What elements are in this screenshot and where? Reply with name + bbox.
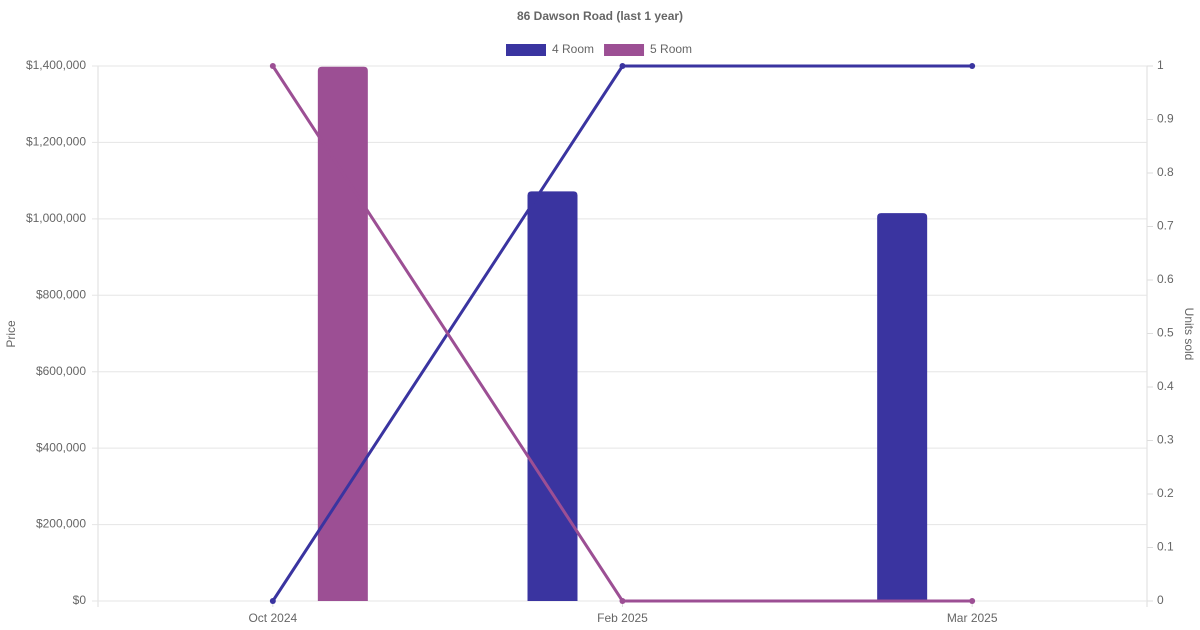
y-tick-label: $1,400,000 [26,58,86,72]
bar [317,66,368,601]
legend-swatch [604,44,645,56]
line [271,64,973,602]
y-tick-label: $0 [73,593,87,607]
y-tick-label: $1,200,000 [26,135,86,149]
y2-tick-label: 0.6 [1157,272,1174,286]
y-tick-label: $600,000 [36,364,86,378]
point [269,598,276,604]
legend-label: 4 Room [552,42,594,56]
y2-tick-label: 0.3 [1157,433,1174,447]
legend-swatch [506,44,546,56]
legend-label: 5 Room [650,42,692,56]
point [969,598,976,604]
y2-tick-label: 0 [1157,593,1164,607]
y-axis-title: Price [4,320,18,348]
x-tick-label: Mar 2025 [947,611,998,625]
y2-tick-label: 1 [1157,58,1164,72]
y2-tick-label: 0.4 [1157,379,1174,393]
y-tick-label: $800,000 [36,287,86,301]
y2-tick-label: 0.7 [1157,219,1174,233]
point [619,598,626,604]
y-tick-label: $1,000,000 [26,211,86,225]
bar [877,213,928,601]
y-tick-label: $200,000 [36,517,86,531]
y-tick-label: $400,000 [36,440,86,454]
chart-title: 86 Dawson Road (last 1 year) [517,9,683,23]
x-tick-label: Oct 2024 [248,611,297,625]
y2-tick-label: 0.5 [1157,326,1174,340]
y2-axis-title: Units sold [1182,308,1196,361]
line [271,65,973,603]
x-tick-label: Feb 2025 [597,611,648,625]
point [619,63,626,69]
point [969,63,976,69]
y2-tick-label: 0.8 [1157,165,1174,179]
y2-tick-label: 0.2 [1157,486,1174,500]
bar [527,191,578,602]
point [269,63,276,69]
y2-tick-label: 0.9 [1157,112,1174,126]
y2-tick-label: 0.1 [1157,540,1174,554]
